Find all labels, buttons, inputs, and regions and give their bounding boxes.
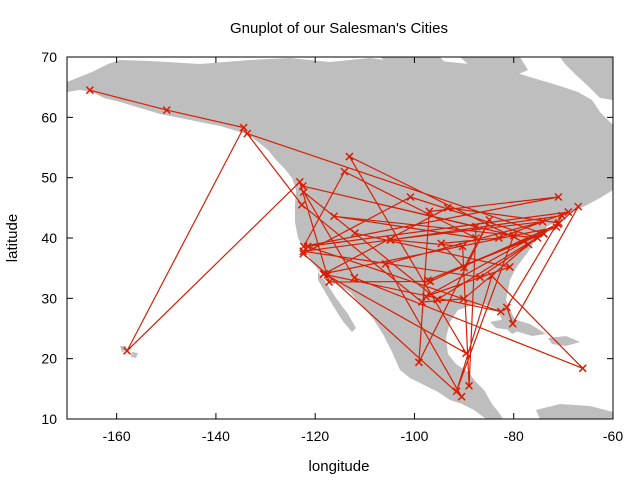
city-marker (350, 229, 359, 238)
route-series-0 (89, 89, 584, 398)
baja-peninsula (318, 272, 356, 332)
x-tick-label: -100 (400, 428, 428, 444)
y-axis-label: latitude (4, 214, 21, 262)
city-marker (471, 233, 481, 243)
city-marker (462, 349, 471, 358)
city-markers (85, 86, 587, 401)
route-lines (89, 89, 584, 398)
land-map (67, 57, 613, 419)
x-tick-label: -60 (603, 428, 623, 444)
city-marker (123, 346, 132, 355)
city-marker (465, 381, 474, 390)
city-marker (417, 297, 426, 306)
city-marker (554, 218, 563, 227)
y-tick-label: 60 (41, 109, 57, 125)
city-marker (406, 192, 415, 202)
city-marker (386, 235, 395, 244)
city-marker (502, 303, 511, 312)
city-marker (552, 223, 561, 232)
city-marker (345, 152, 354, 161)
city-marker (557, 211, 566, 220)
city-marker (243, 129, 252, 138)
x-tick-label: -160 (103, 428, 131, 444)
y-tick-label: 40 (41, 230, 57, 246)
city-marker (574, 202, 583, 211)
city-marker (414, 358, 423, 367)
city-marker (475, 273, 485, 282)
city-marker (539, 229, 548, 238)
city-marker (524, 240, 533, 249)
city-marker (330, 212, 339, 221)
city-marker (458, 242, 467, 251)
y-tick-label: 10 (41, 411, 57, 427)
city-marker (494, 233, 503, 243)
city-marker (509, 231, 518, 240)
city-marker (554, 192, 563, 202)
city-marker (350, 273, 359, 282)
city-marker (423, 276, 432, 285)
y-tick-label: 70 (41, 49, 57, 65)
x-tick-label: -80 (504, 428, 524, 444)
city-marker (471, 222, 481, 231)
x-tick-label: -120 (301, 428, 329, 444)
arctic-islands (380, 57, 540, 104)
city-marker (340, 167, 349, 176)
city-marker (299, 188, 308, 197)
caribbean-islands (536, 336, 613, 419)
city-marker (298, 182, 307, 191)
city-marker (496, 307, 505, 316)
city-marker (457, 392, 466, 401)
greenland-landmass (560, 57, 613, 100)
city-marker (299, 249, 308, 258)
x-axis-label: longitude (309, 458, 370, 475)
city-marker (319, 270, 328, 279)
city-marker (381, 259, 390, 268)
city-marker (295, 177, 304, 186)
city-marker (433, 295, 442, 304)
city-marker (437, 239, 446, 248)
city-marker (239, 123, 248, 132)
y-tick-label: 50 (41, 170, 57, 186)
city-marker (325, 278, 334, 287)
city-marker (459, 294, 468, 303)
city-marker (487, 271, 496, 281)
x-tick-label: -140 (202, 428, 230, 444)
city-marker (533, 233, 542, 243)
city-marker (538, 217, 547, 226)
city-marker (443, 203, 452, 212)
city-marker (421, 292, 430, 301)
city-marker (564, 208, 573, 217)
city-marker (297, 200, 306, 209)
cuba-island (490, 318, 546, 336)
city-marker (162, 106, 171, 115)
city-marker (508, 319, 517, 328)
city-marker (303, 242, 312, 251)
city-marker (425, 207, 434, 216)
chart-title: Gnuplot of our Salesman's Cities (230, 20, 448, 37)
city-marker (485, 215, 494, 224)
city-marker (460, 263, 469, 272)
city-marker (505, 262, 514, 271)
y-tick-label: 20 (41, 351, 57, 367)
axes: -160 -140 -120 -100 -80 -60 10 20 30 40 50 60 70 (41, 49, 623, 444)
y-tick-label: 30 (41, 290, 57, 306)
city-marker (85, 86, 94, 95)
city-marker (578, 364, 587, 373)
north-america-landmass (67, 58, 613, 419)
